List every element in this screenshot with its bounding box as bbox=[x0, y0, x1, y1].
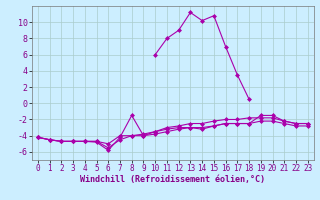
X-axis label: Windchill (Refroidissement éolien,°C): Windchill (Refroidissement éolien,°C) bbox=[80, 175, 265, 184]
